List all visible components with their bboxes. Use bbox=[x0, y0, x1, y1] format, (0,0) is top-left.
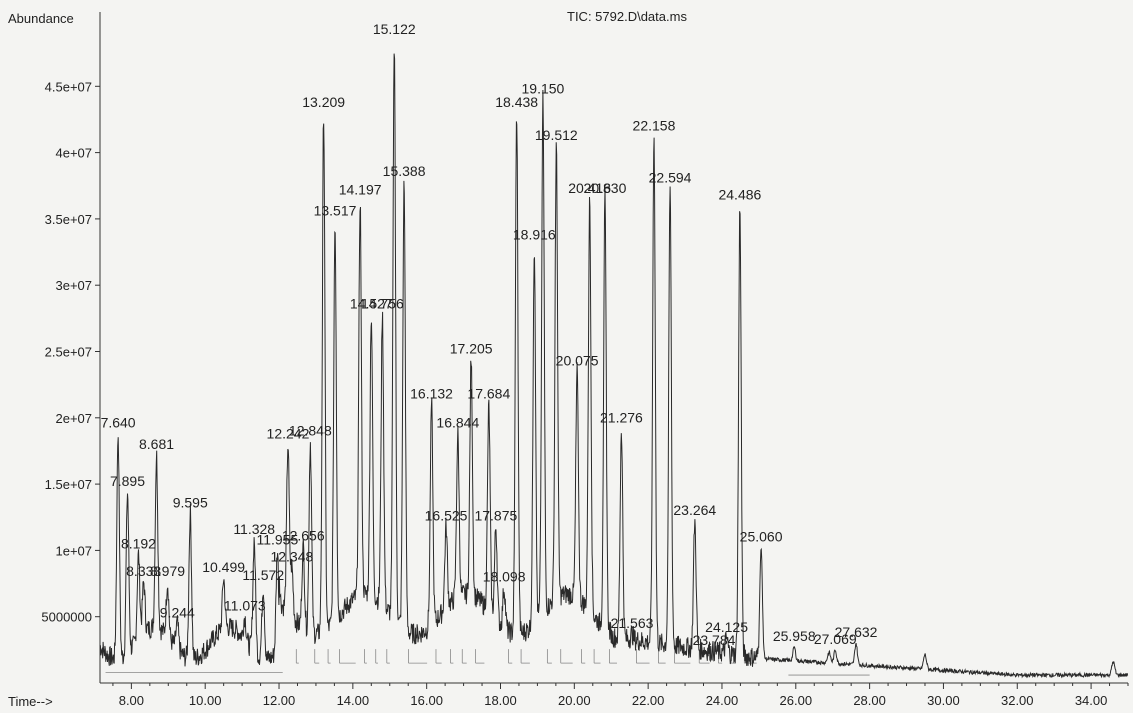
peak-label: 12.848 bbox=[289, 423, 332, 439]
peak-label: 23.264 bbox=[673, 502, 716, 518]
peak-label: 15.388 bbox=[383, 163, 426, 179]
x-tick-label: 34.00 bbox=[1075, 693, 1108, 708]
x-tick-label: 22.00 bbox=[632, 693, 665, 708]
peak-label: 23.784 bbox=[693, 632, 736, 648]
peak-label: 19.150 bbox=[522, 81, 565, 97]
peak-label: 13.209 bbox=[302, 94, 345, 110]
axes: 5000000 1e+07 1.5e+07 2e+07 2.5e+07 3e+07 3.5e… bbox=[41, 12, 1129, 708]
peak-label: 24.486 bbox=[718, 187, 761, 203]
x-tick-label: 30.00 bbox=[927, 693, 960, 708]
peak-labels: 7.640 7.895 8.192 8.333 8.681 8.979 9.244 9.595… bbox=[101, 21, 878, 648]
peak-label: 18.438 bbox=[495, 94, 538, 110]
y-tick-label: 4.5e+07 bbox=[45, 79, 92, 94]
peak-label: 27.069 bbox=[814, 631, 857, 647]
peak-label: 20.416 bbox=[568, 180, 611, 196]
peak-label: 17.684 bbox=[467, 386, 510, 402]
x-tick-label: 32.00 bbox=[1001, 693, 1034, 708]
x-tick-label: 8.00 bbox=[119, 693, 144, 708]
peak-label: 11.955 bbox=[256, 531, 298, 547]
chart-title: TIC: 5792.D\data.ms bbox=[567, 9, 687, 24]
peak-label: 9.595 bbox=[173, 494, 208, 510]
peak-label: 22.158 bbox=[633, 118, 676, 134]
peak-label: 8.979 bbox=[150, 563, 185, 579]
peak-label: 21.563 bbox=[611, 615, 654, 631]
x-tick-label: 26.00 bbox=[780, 693, 813, 708]
peak-label: 15.122 bbox=[373, 21, 416, 37]
peak-label: 12.348 bbox=[270, 549, 313, 565]
peak-label: 18.098 bbox=[483, 569, 526, 585]
peak-label: 7.640 bbox=[101, 415, 136, 431]
y-tick-label: 3e+07 bbox=[55, 278, 92, 293]
peak-label: 20.075 bbox=[556, 352, 599, 368]
peak-label: 21.276 bbox=[600, 409, 643, 425]
peak-label: 25.958 bbox=[773, 628, 816, 644]
peak-label: 11.328 bbox=[233, 521, 275, 537]
peak-label: 20.830 bbox=[584, 180, 627, 196]
peak-label: 16.525 bbox=[425, 508, 468, 524]
peak-label: 22.594 bbox=[649, 169, 692, 185]
x-tick-label: 16.00 bbox=[410, 693, 443, 708]
peak-label: 8.192 bbox=[121, 535, 156, 551]
peak-label: 18.916 bbox=[513, 226, 556, 242]
peak-label: 14.527 bbox=[350, 295, 393, 311]
peak-label: 13.517 bbox=[314, 203, 357, 219]
x-tick-label: 20.00 bbox=[558, 693, 591, 708]
x-axis-label: Time--> bbox=[8, 694, 53, 709]
peak-label: 8.681 bbox=[139, 436, 174, 452]
y-tick-label: 5000000 bbox=[41, 610, 92, 625]
y-tick-label: 4e+07 bbox=[55, 146, 92, 161]
peak-label: 12.656 bbox=[282, 527, 325, 543]
peak-label: 12.242 bbox=[267, 425, 310, 441]
peak-label: 17.875 bbox=[474, 508, 517, 524]
x-tick-label: 28.00 bbox=[853, 693, 886, 708]
peak-label: 14.756 bbox=[361, 295, 404, 311]
peak-label: 24.125 bbox=[705, 619, 748, 635]
y-tick-label: 2e+07 bbox=[55, 411, 92, 426]
y-axis-label: Abundance bbox=[8, 11, 74, 26]
peak-label: 7.895 bbox=[110, 473, 145, 489]
peak-label: 19.512 bbox=[535, 127, 578, 143]
tic-trace bbox=[99, 53, 1129, 679]
peak-label: 27.632 bbox=[835, 624, 878, 640]
y-tick-label: 1.5e+07 bbox=[45, 477, 92, 492]
x-tick-label: 18.00 bbox=[484, 693, 517, 708]
peak-label: 8.333 bbox=[126, 563, 161, 579]
peak-label: 11.073 bbox=[224, 598, 266, 614]
y-tick-label: 2.5e+07 bbox=[45, 345, 92, 360]
peak-label: 11.572 bbox=[242, 567, 284, 583]
x-tick-label: 12.00 bbox=[263, 693, 296, 708]
peak-label: 10.499 bbox=[202, 559, 245, 575]
x-tick-label: 10.00 bbox=[189, 693, 222, 708]
y-tick-label: 1e+07 bbox=[55, 543, 92, 558]
tic-trace-group bbox=[99, 53, 1129, 679]
integration-baselines bbox=[105, 649, 870, 676]
peak-label: 16.844 bbox=[436, 415, 479, 431]
x-tick-label: 24.00 bbox=[706, 693, 739, 708]
peak-label: 14.197 bbox=[339, 181, 382, 197]
peak-label: 25.060 bbox=[740, 529, 783, 545]
peak-label: 17.205 bbox=[450, 340, 493, 356]
y-tick-label: 3.5e+07 bbox=[45, 212, 92, 227]
x-tick-label: 14.00 bbox=[337, 693, 370, 708]
peak-label: 16.132 bbox=[410, 386, 453, 402]
peak-label: 9.244 bbox=[160, 604, 195, 620]
